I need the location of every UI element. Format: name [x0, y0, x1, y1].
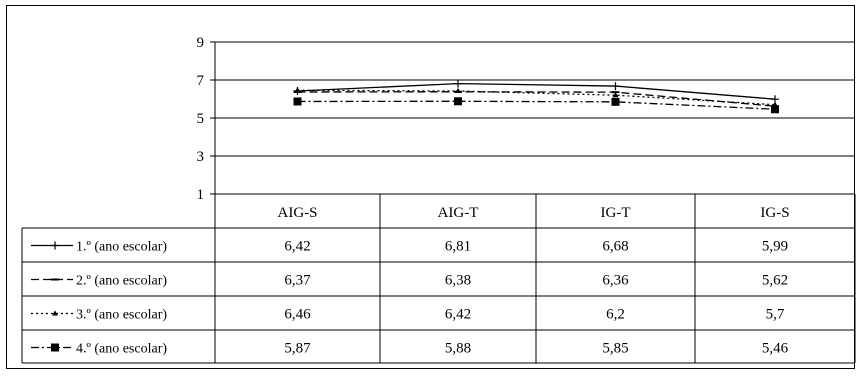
data-value: 5,99	[762, 239, 788, 255]
legend-key-3	[31, 310, 73, 316]
data-value: 6,46	[284, 307, 311, 323]
series-line	[297, 82, 776, 100]
data-value: 6,37	[284, 273, 311, 289]
legend-marker	[51, 343, 59, 352]
data-value: 5,62	[762, 273, 788, 289]
series-line	[297, 89, 776, 106]
data-point	[454, 79, 462, 88]
y-tick-label: 5	[197, 111, 205, 127]
table-grid	[21, 193, 856, 364]
data-value: 6,42	[284, 239, 310, 255]
category-label: IG-T	[601, 205, 631, 221]
category-label: AIG-T	[438, 205, 479, 221]
data-value: 6,68	[602, 239, 628, 255]
legend-label: 4.º (ano escolar)	[76, 342, 167, 357]
data-value: 6,42	[445, 307, 471, 323]
legend-marker	[51, 241, 59, 250]
data-value: 5,7	[766, 307, 785, 323]
data-value: 5,87	[284, 341, 311, 357]
y-axis-ticks: 9 7 5 3 1	[197, 35, 216, 203]
y-tick-label: 7	[197, 73, 205, 89]
data-value: 5,46	[762, 341, 789, 357]
series-3	[294, 87, 778, 107]
series-lines	[293, 79, 779, 114]
legend-marker	[52, 310, 58, 316]
y-tick-label: 3	[197, 149, 205, 165]
data-table: AIG-S AIG-T IG-T IG-S 1.º (ano escolar) 6,42 6…	[21, 193, 856, 364]
data-point	[293, 97, 302, 106]
gridlines	[215, 41, 855, 157]
chart-frame	[6, 5, 855, 369]
data-point	[454, 97, 462, 106]
data-point	[294, 87, 301, 93]
legend-label: 2.º (ano escolar)	[76, 274, 167, 289]
data-value: 6,36	[602, 273, 629, 289]
series-line	[297, 100, 776, 110]
data-point	[611, 82, 620, 91]
legend-key-1	[31, 241, 73, 250]
data-value: 6,2	[606, 307, 625, 323]
data-point	[611, 97, 620, 106]
series-4	[293, 97, 779, 114]
series-line	[297, 91, 776, 107]
data-value: 5,88	[445, 341, 471, 357]
data-value: 6,81	[445, 239, 471, 255]
y-tick-label: 9	[197, 35, 205, 51]
data-point	[455, 88, 461, 94]
data-point	[612, 92, 619, 98]
legend-key-4	[31, 343, 73, 352]
y-tick-label: 1	[197, 187, 205, 203]
data-value: 5,85	[602, 341, 628, 357]
data-point	[771, 105, 779, 114]
category-label: AIG-S	[278, 205, 318, 221]
legend-label: 1.º (ano escolar)	[76, 240, 167, 255]
category-label: IG-S	[760, 205, 789, 221]
data-value: 6,38	[445, 273, 471, 289]
legend-label: 3.º (ano escolar)	[76, 308, 167, 323]
